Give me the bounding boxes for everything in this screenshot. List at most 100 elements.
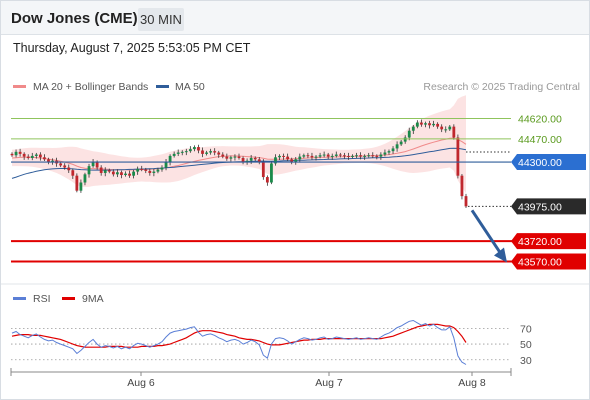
candle-body — [30, 155, 34, 158]
rsi-plot: 70 50 30 — [11, 319, 532, 367]
candle-body — [63, 165, 67, 168]
legend-swatch-bollinger — [13, 85, 26, 88]
candle-body — [128, 173, 131, 176]
candle-body — [367, 155, 371, 157]
candle-body — [136, 168, 140, 172]
projection-arrow-head — [494, 247, 507, 263]
legend-label-ma50: MA 50 — [175, 81, 205, 93]
bollinger-band-area — [12, 95, 466, 194]
candle-body — [83, 174, 87, 183]
candle-body — [47, 159, 50, 163]
rsi-tick-label-1: 50 — [520, 339, 532, 351]
candle-body — [132, 171, 136, 176]
candle-body — [107, 170, 111, 172]
candle-body — [103, 170, 107, 173]
candle-body — [460, 175, 464, 197]
chart-header: Dow Jones (CME) 30 MIN — [1, 1, 589, 35]
candle-body — [436, 123, 440, 127]
candle-body — [318, 155, 322, 157]
candle-body — [201, 150, 204, 154]
timeframe-button[interactable]: 30 MIN — [138, 8, 184, 31]
candle-body — [209, 151, 213, 153]
candle-body — [225, 156, 229, 159]
level-label-3: 43975.00 — [518, 201, 562, 213]
candle-body — [306, 155, 310, 157]
candle-body — [144, 169, 148, 171]
candle-body — [71, 170, 75, 176]
candle-body — [51, 160, 54, 163]
candle-body — [160, 167, 164, 170]
candle-body — [99, 167, 103, 173]
price-levels: 44620.00 44470.00 44300.00 43975.00 43720.00… — [11, 113, 586, 270]
x-tick-label-1: Aug 7 — [315, 377, 343, 389]
candle-body — [22, 153, 26, 157]
candle-body — [399, 141, 403, 145]
rsi-line — [11, 319, 467, 365]
instrument-title: Dow Jones (CME) — [11, 10, 138, 27]
level-tag-5 — [511, 253, 586, 270]
candle-body — [444, 129, 448, 131]
legend-swatch-9ma — [62, 297, 75, 300]
candle-body — [168, 155, 172, 163]
level-tag-3 — [511, 198, 586, 215]
candle-body — [294, 159, 298, 163]
candle-body — [355, 155, 358, 157]
candle-body — [359, 155, 363, 157]
candle-body — [270, 163, 273, 183]
candle-body — [176, 152, 180, 154]
candle-body — [38, 154, 42, 158]
level-label-5: 43570.00 — [518, 257, 562, 269]
level-label-0: 44620.00 — [518, 113, 562, 125]
candle-body — [26, 156, 30, 158]
candle-body — [95, 162, 99, 168]
candle-body — [456, 137, 460, 176]
candle-body — [188, 149, 192, 152]
candle-body — [448, 126, 452, 130]
candle-body — [164, 162, 168, 168]
candle-body — [464, 196, 468, 207]
legend-swatch-rsi — [13, 297, 26, 300]
candle-body — [334, 154, 338, 156]
candle-body — [140, 168, 144, 170]
x-tick-label-2: Aug 8 — [458, 377, 486, 389]
x-tick-label-0: Aug 6 — [127, 377, 155, 389]
level-label-1: 44470.00 — [518, 134, 562, 146]
candle-body — [428, 123, 431, 126]
candle-body — [314, 156, 318, 158]
candle-body — [34, 154, 38, 156]
candle-body — [278, 155, 281, 158]
timestamp-line: Thursday, August 7, 2025 5:53:05 PM CET — [13, 41, 251, 55]
candle-body — [115, 172, 119, 175]
candle-body — [403, 137, 407, 142]
candle-body — [330, 155, 334, 157]
candle-body — [205, 152, 208, 154]
candle-body — [197, 147, 200, 151]
legend-label-9ma: 9MA — [82, 293, 104, 305]
candle-body — [75, 175, 79, 191]
candle-body — [411, 126, 415, 131]
candle-body — [257, 159, 261, 163]
price-plot — [10, 95, 468, 208]
candle-body — [415, 122, 419, 127]
candle-body — [43, 157, 46, 160]
rsi-tick-label-2: 30 — [520, 355, 532, 367]
candle-body — [302, 155, 306, 157]
candle-body — [213, 151, 217, 153]
legend-label-rsi: RSI — [33, 293, 51, 305]
legend-label-bollinger: MA 20 + Bollinger Bands — [33, 81, 148, 93]
candle-body — [59, 163, 63, 166]
candle-body — [379, 154, 383, 157]
level-tag-4 — [511, 233, 586, 250]
candle-body — [286, 156, 290, 160]
candle-body — [79, 182, 83, 191]
candle-body — [363, 155, 367, 157]
candle-body — [111, 171, 115, 175]
candle-body — [87, 166, 91, 175]
candle-body — [274, 157, 277, 164]
chart-credit: Research © 2025 Trading Central — [423, 81, 580, 93]
candle-body — [221, 154, 225, 157]
candle-body — [387, 151, 391, 153]
candle-body — [193, 147, 196, 150]
level-tag-2 — [511, 154, 586, 171]
